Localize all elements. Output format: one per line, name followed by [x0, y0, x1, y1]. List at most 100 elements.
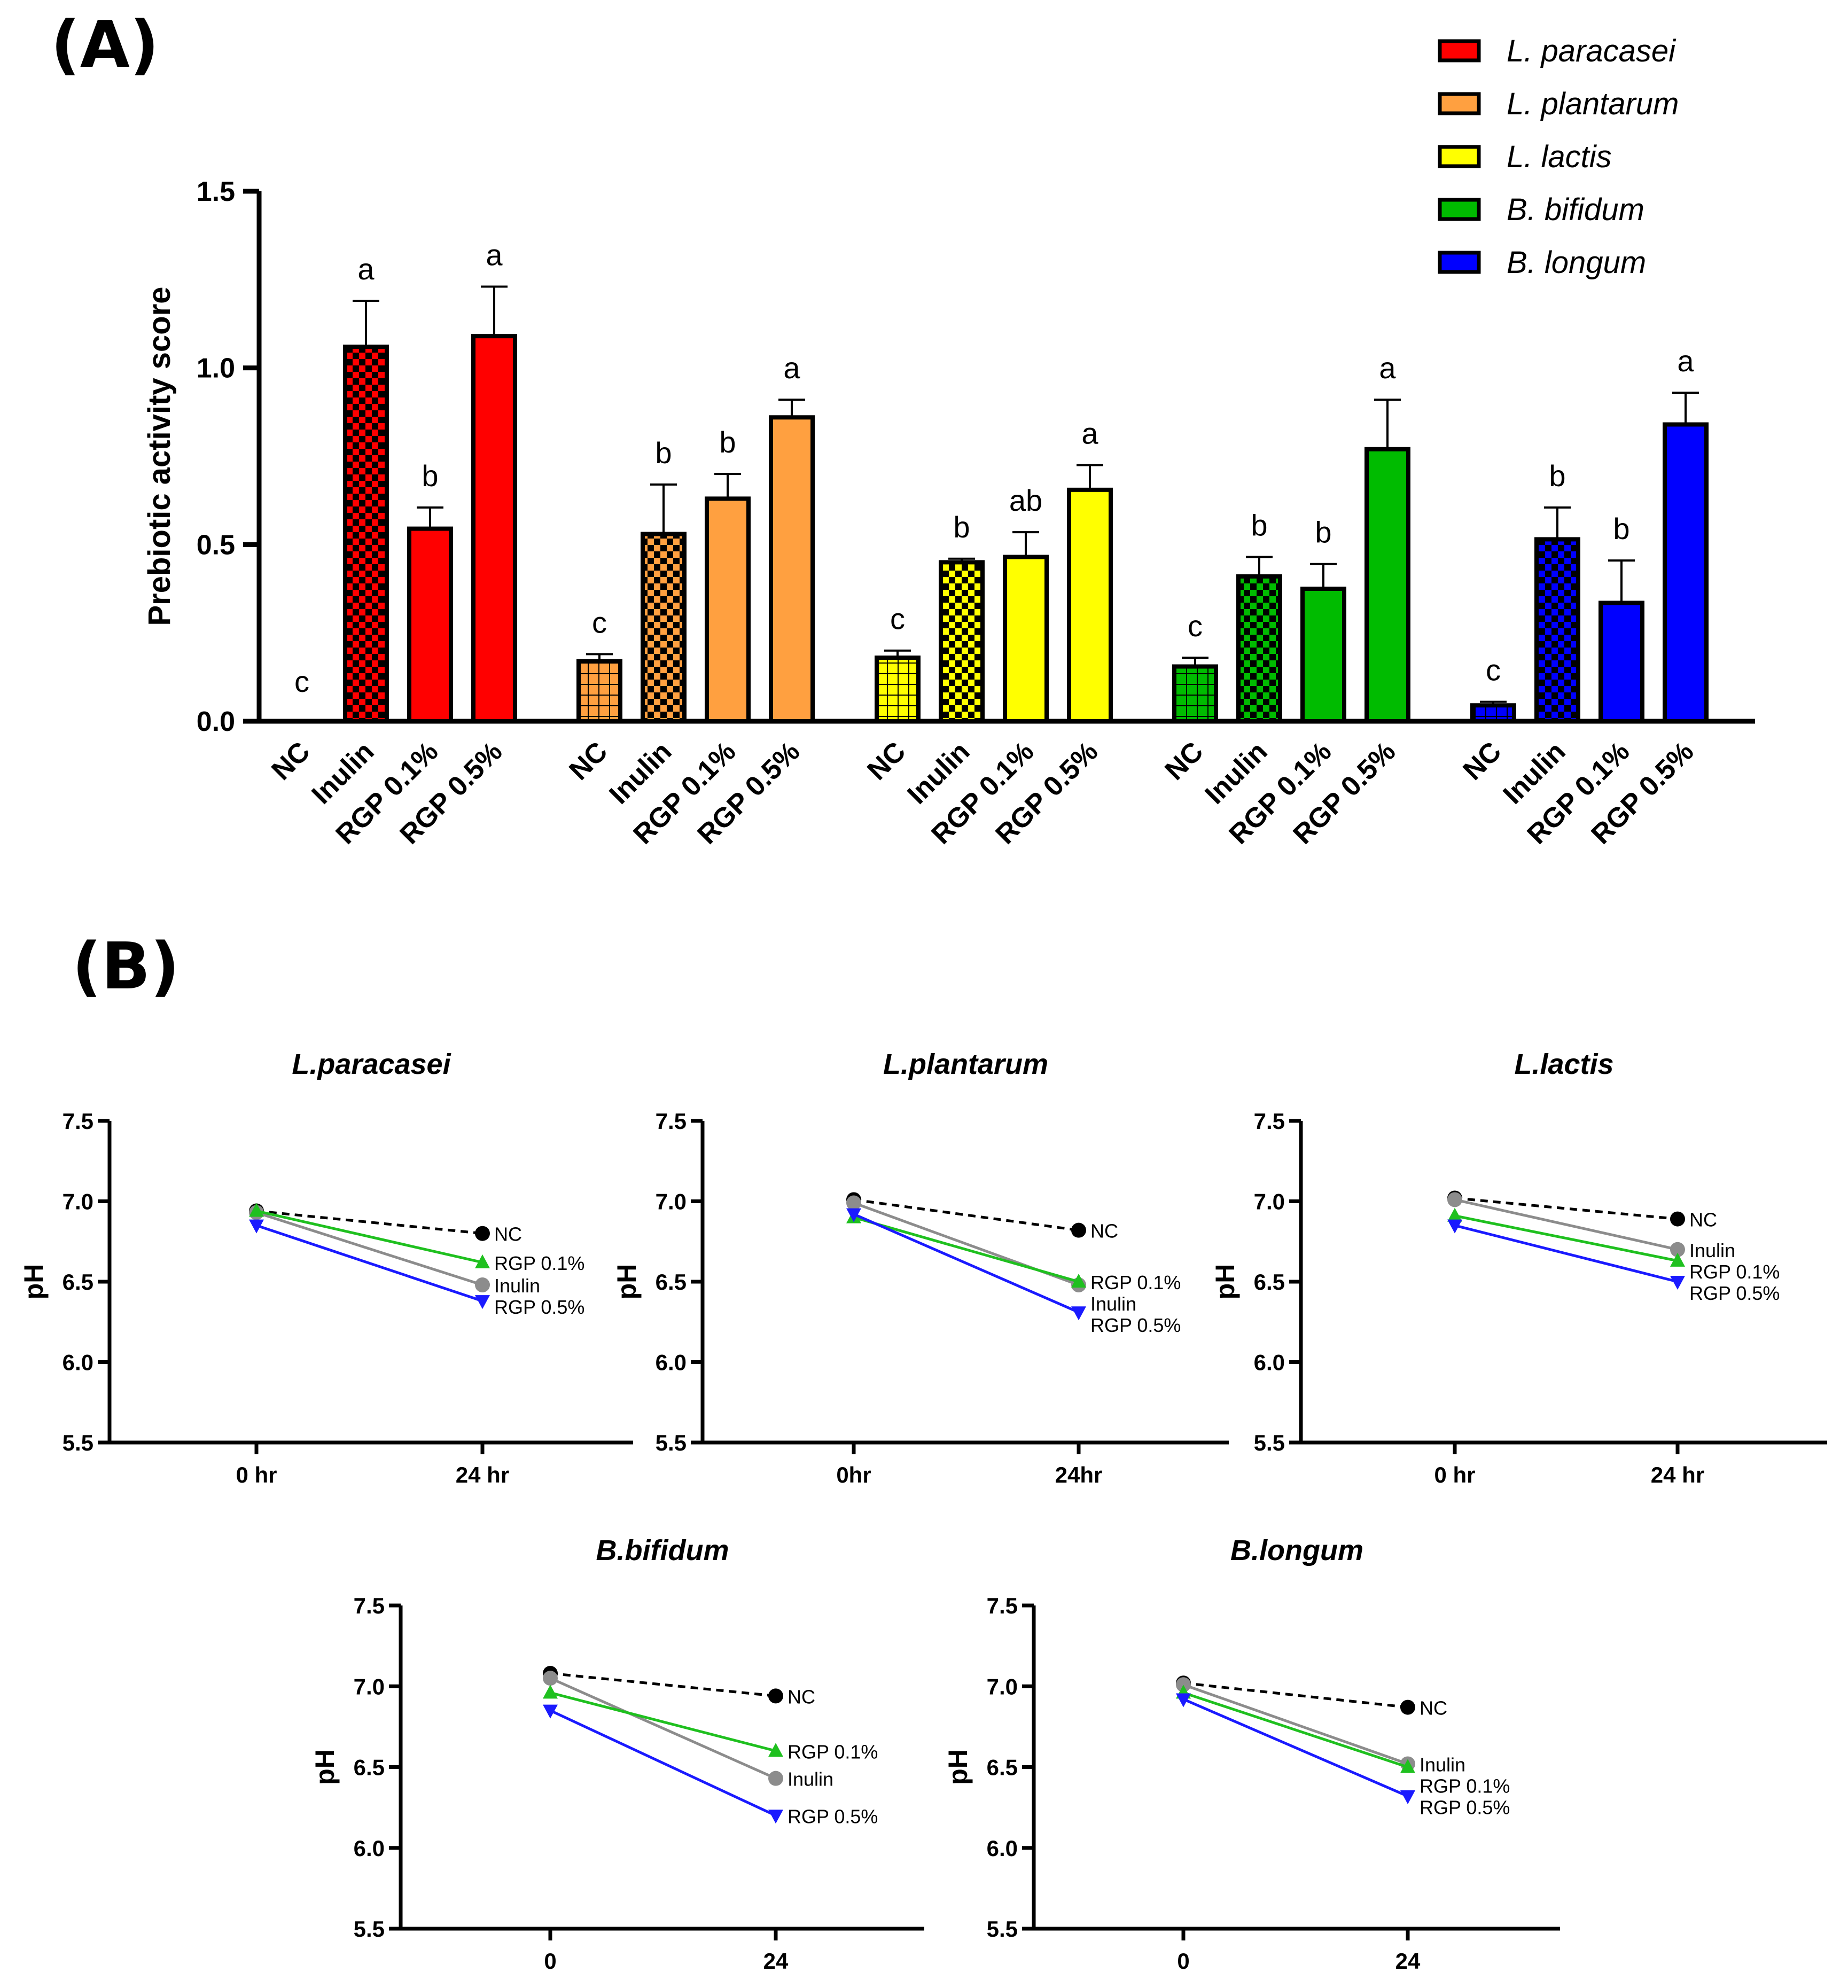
y-tick-label: 6.0	[987, 1836, 1018, 1861]
y-axis-title: Prebiotic activity score	[142, 286, 177, 626]
bar-b-bifidum-rgp-0-1	[1300, 587, 1346, 723]
panel-label-b: (B)	[72, 930, 180, 1004]
y-tick-label: 1.5	[197, 176, 235, 207]
bar-l-lactis-rgp-0-1	[1003, 555, 1049, 723]
chart-title: L.paracasei	[292, 1048, 451, 1080]
marker-rgp-0-1	[475, 1254, 490, 1268]
y-axis-title: pH	[19, 1264, 49, 1300]
end-label-nc: NC	[494, 1223, 522, 1245]
panel-label-a: (A)	[51, 8, 159, 82]
legend-swatch-b-longum	[1438, 251, 1481, 274]
y-tick-label: 6.5	[656, 1269, 687, 1295]
significance-letter: b	[953, 510, 970, 544]
marker-nc	[475, 1226, 490, 1241]
significance-letter: a	[1379, 351, 1396, 385]
bar-l-plantarum-rgp-0-1	[705, 496, 751, 723]
significance-letter: c	[592, 605, 607, 639]
y-tick-label: 6.5	[63, 1269, 93, 1295]
bar-l-plantarum-inulin	[641, 532, 687, 723]
end-label-nc: NC	[1420, 1697, 1447, 1719]
bar-b-longum-rgp-0-5	[1663, 422, 1709, 723]
y-tick-label: 7.0	[354, 1674, 385, 1699]
y-tick-label: 7.5	[987, 1593, 1018, 1618]
ph-chart-l-lactis: L.lactis 5.5 6.0 6.5 7.0 7.5 0 hr 24 hr pH NC Inul…	[1210, 1048, 1827, 1487]
marker-rgp-0-5	[846, 1208, 861, 1222]
marker-inulin	[1670, 1242, 1685, 1257]
x-tick-label: 24 hr	[1651, 1462, 1704, 1487]
significance-letter: b	[1251, 508, 1267, 542]
bar-b-bifidum-inulin	[1236, 574, 1282, 724]
y-tick-label: 5.5	[987, 1916, 1018, 1942]
x-tick-label: NC	[1457, 736, 1507, 786]
marker-rgp-0-1	[249, 1203, 264, 1217]
ph-chart-l-paracasei: L.paracasei 5.5 6.0 6.5 7.0 7.5 0 hr 24 hr pH NC R…	[19, 1048, 633, 1487]
line-inulin	[1183, 1683, 1408, 1765]
y-axis-title: pH	[1210, 1264, 1240, 1300]
significance-letter: a	[357, 252, 375, 286]
marker-inulin	[1176, 1677, 1191, 1693]
line-rgp-0-5	[1454, 1224, 1678, 1283]
x-tick-label: 24	[763, 1948, 789, 1974]
marker-inulin	[475, 1277, 490, 1293]
x-tick-label: 24	[1395, 1948, 1421, 1974]
bar-b-longum-inulin	[1534, 537, 1580, 723]
marker-rgp-0-5	[1071, 1306, 1086, 1321]
end-label-rgp-0-1: RGP 0.1%	[787, 1741, 878, 1763]
bar-b-bifidum-rgp-0-5	[1364, 447, 1410, 723]
end-label-nc: NC	[787, 1686, 815, 1708]
bar-b-longum-rgp-0-1	[1599, 601, 1644, 724]
marker-rgp-0-5	[1447, 1219, 1462, 1234]
bar-b-bifidum-nc	[1172, 664, 1218, 723]
line-inulin	[1454, 1198, 1678, 1251]
ph-chart-b-bifidum: B.bifidum 5.5 6.0 6.5 7.0 7.5 0 24 pH NC RGP 0.1% I…	[310, 1534, 924, 1974]
end-label-inulin: Inulin	[787, 1768, 833, 1790]
y-tick-label: 6.0	[1254, 1350, 1285, 1375]
end-label-rgp-0-5: RGP 0.5%	[1420, 1796, 1510, 1818]
significance-letter: a	[1677, 344, 1694, 378]
line-nc	[1454, 1196, 1678, 1221]
significance-letter: b	[1613, 512, 1629, 545]
legend-swatch-l-paracasei	[1438, 39, 1481, 63]
line-rgp-0-5	[256, 1224, 483, 1303]
marker-inulin	[768, 1771, 783, 1786]
significance-letter: c	[890, 602, 905, 636]
marker-rgp-0-5	[249, 1219, 264, 1234]
legend-label-l-lactis: L. lactis	[1507, 139, 1612, 174]
y-tick-label: 6.5	[354, 1755, 385, 1780]
legend-swatch-b-bifidum	[1438, 198, 1481, 221]
y-tick-label: 7.5	[656, 1109, 687, 1134]
bar-l-paracasei-rgp-0-5	[471, 334, 517, 723]
line-inulin	[549, 1677, 777, 1780]
y-tick-label: 1.0	[197, 353, 235, 384]
significance-letter: b	[1315, 516, 1331, 549]
end-label-rgp-0-5: RGP 0.5%	[494, 1296, 584, 1318]
marker-rgp-0-1	[768, 1743, 783, 1757]
y-axis-title: pH	[612, 1264, 642, 1300]
y-tick-label: 0.0	[197, 706, 235, 737]
chart-title: B.bifidum	[596, 1534, 729, 1566]
x-tick-label: 24 hr	[456, 1462, 509, 1487]
line-rgp-0-1	[1454, 1214, 1678, 1262]
legend-label-b-bifidum: B. bifidum	[1507, 192, 1644, 227]
end-label-rgp-0-1: RGP 0.1%	[494, 1252, 584, 1274]
y-tick-label: 5.5	[63, 1430, 93, 1455]
x-tick-label: 0 hr	[236, 1462, 277, 1487]
x-tick-label: 0hr	[836, 1462, 871, 1487]
end-label-rgp-0-5: RGP 0.5%	[787, 1805, 878, 1827]
y-tick-label: 7.0	[1254, 1189, 1285, 1214]
line-rgp-0-1	[550, 1691, 776, 1752]
x-tick-label: 24hr	[1055, 1462, 1103, 1487]
y-tick-label: 7.0	[63, 1189, 93, 1214]
panel-b: (B) L.paracasei 5.5 6.0 6.5 7.0 7.5 0 hr 24 hr p…	[19, 930, 1827, 1974]
marker-inulin	[846, 1195, 861, 1211]
significance-letter: a	[486, 238, 503, 272]
significance-letter: c	[1188, 609, 1203, 643]
legend-swatch-l-plantarum	[1438, 92, 1481, 115]
x-tick-label: NC	[563, 736, 613, 786]
marker-rgp-0-5	[1670, 1276, 1685, 1290]
bar-l-lactis-nc	[875, 655, 921, 723]
marker-inulin	[543, 1671, 558, 1686]
y-tick-label: 5.5	[656, 1430, 687, 1455]
end-label-inulin: Inulin	[494, 1275, 540, 1297]
